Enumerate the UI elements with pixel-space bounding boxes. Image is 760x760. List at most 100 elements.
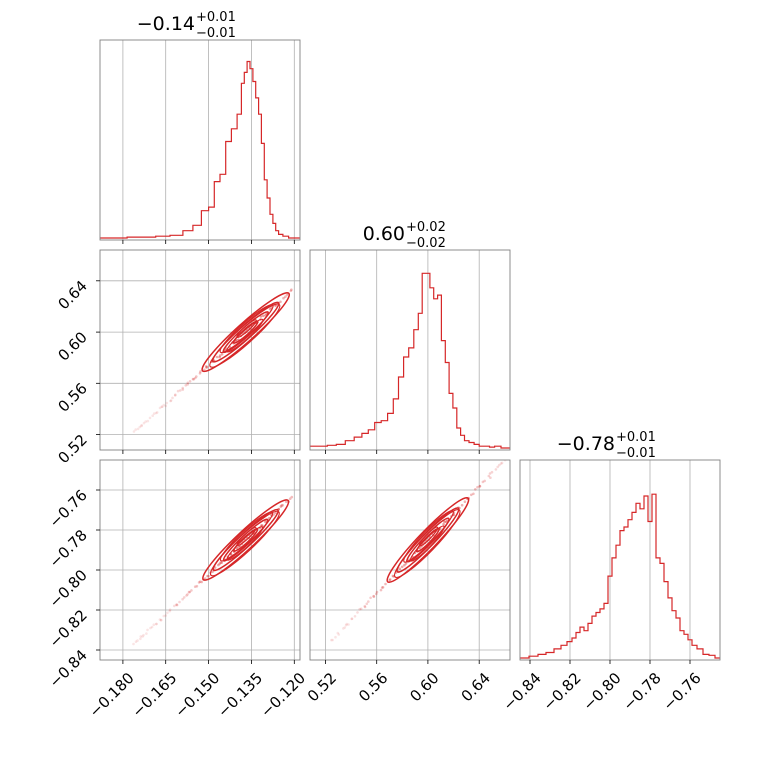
panel-content	[330, 460, 507, 642]
scatter-point	[136, 639, 139, 642]
scatter-point	[134, 640, 138, 643]
scatter-point	[197, 581, 201, 584]
scatter-point	[144, 420, 147, 423]
scatter-point	[195, 375, 198, 378]
contour-level	[233, 528, 259, 552]
scatter-point	[188, 380, 192, 383]
scatter-point	[190, 589, 193, 592]
scatter-point	[186, 383, 189, 386]
scatter-point	[337, 633, 341, 636]
scatter-point	[162, 403, 166, 407]
contour-level	[202, 499, 290, 581]
scatter-point	[359, 607, 363, 611]
scatter-point	[174, 393, 177, 397]
scatter-point	[474, 488, 477, 491]
scatter-point	[375, 590, 379, 594]
scatter-point	[264, 520, 267, 523]
scatter-point	[442, 522, 445, 526]
scatter-point	[218, 355, 221, 359]
panel-content	[132, 288, 293, 433]
scatter-point	[217, 563, 220, 567]
scatter-point	[149, 626, 152, 630]
scatter-point	[205, 365, 209, 369]
scatter-point	[132, 430, 136, 433]
scatter-point	[284, 295, 287, 299]
scatter-point	[404, 562, 408, 565]
scatter-point	[274, 304, 277, 308]
scatter-point	[345, 622, 349, 626]
scatter-point	[158, 406, 162, 410]
contour-level	[418, 526, 439, 547]
scatter-point	[148, 416, 152, 420]
scatter-point	[186, 381, 190, 385]
scatter-point	[463, 500, 467, 504]
scatter-point	[136, 427, 140, 431]
scatter-point	[372, 594, 375, 598]
scatter-point	[213, 566, 217, 569]
scatter-point	[188, 590, 192, 594]
scatter-point	[152, 623, 156, 626]
scatter-point	[173, 394, 177, 397]
scatter-point	[274, 511, 277, 515]
scatter-point	[192, 377, 195, 381]
scatter-point	[198, 580, 202, 583]
scatter-point	[288, 497, 292, 501]
title-lower-error: −0.01	[196, 26, 236, 41]
panel-content	[132, 495, 294, 646]
panel-title-3: −0.78 +0.01−0.01	[557, 430, 656, 461]
scatter-point	[330, 638, 333, 642]
scatter-point	[200, 580, 203, 584]
histogram-panel-3: −0.78 +0.01−0.01	[519, 430, 721, 664]
scatter-point	[146, 628, 149, 632]
scatter-point	[369, 596, 372, 600]
scatter-point	[139, 637, 142, 641]
scatter-point	[159, 618, 163, 622]
panel-title-2: 0.60 +0.02−0.02	[363, 220, 446, 251]
scatter-point	[220, 352, 224, 356]
title-upper-error: +0.02	[406, 220, 446, 235]
scatter-point	[171, 396, 174, 400]
scatter-point	[207, 574, 210, 578]
scatter-point	[494, 468, 498, 471]
scatter-point	[175, 603, 178, 607]
title-upper-error: +0.01	[196, 10, 236, 25]
scatter-point	[161, 405, 164, 409]
scatter-point	[165, 401, 169, 405]
scatter-point	[496, 465, 500, 469]
scatter-point	[203, 577, 207, 580]
panel-frame	[309, 249, 511, 451]
scatter-point	[160, 405, 163, 409]
scatter-point	[478, 484, 482, 488]
scatter-point	[164, 614, 168, 617]
scatter-point	[145, 632, 148, 635]
scatter-point	[181, 386, 184, 390]
scatter-point	[159, 618, 163, 622]
scatter-point	[384, 582, 387, 586]
scatter-point	[282, 296, 285, 300]
scatter-point	[363, 605, 367, 609]
scatter-point	[151, 414, 154, 418]
scatter-point	[488, 472, 492, 475]
scatter-point	[150, 625, 154, 629]
panel-frame	[519, 459, 721, 661]
scatter-point	[472, 492, 475, 496]
scatter-point	[490, 470, 494, 474]
scatter-point	[379, 588, 383, 592]
scatter-point	[460, 503, 464, 507]
scatter-point	[363, 604, 367, 608]
scatter-point	[173, 604, 176, 608]
histogram-step-line	[310, 272, 510, 449]
panel-frame	[99, 459, 301, 661]
histogram-step-line	[520, 493, 720, 659]
scatter-point	[204, 365, 208, 368]
scatter-point	[140, 423, 143, 427]
scatter-point	[193, 585, 197, 588]
scatter-point	[178, 600, 181, 604]
scatter-point	[476, 485, 479, 489]
scatter-point	[483, 479, 487, 483]
scatter-point	[169, 399, 173, 402]
scatter-point	[203, 368, 206, 372]
scatter-point	[168, 609, 172, 613]
scatter-point	[191, 377, 195, 381]
